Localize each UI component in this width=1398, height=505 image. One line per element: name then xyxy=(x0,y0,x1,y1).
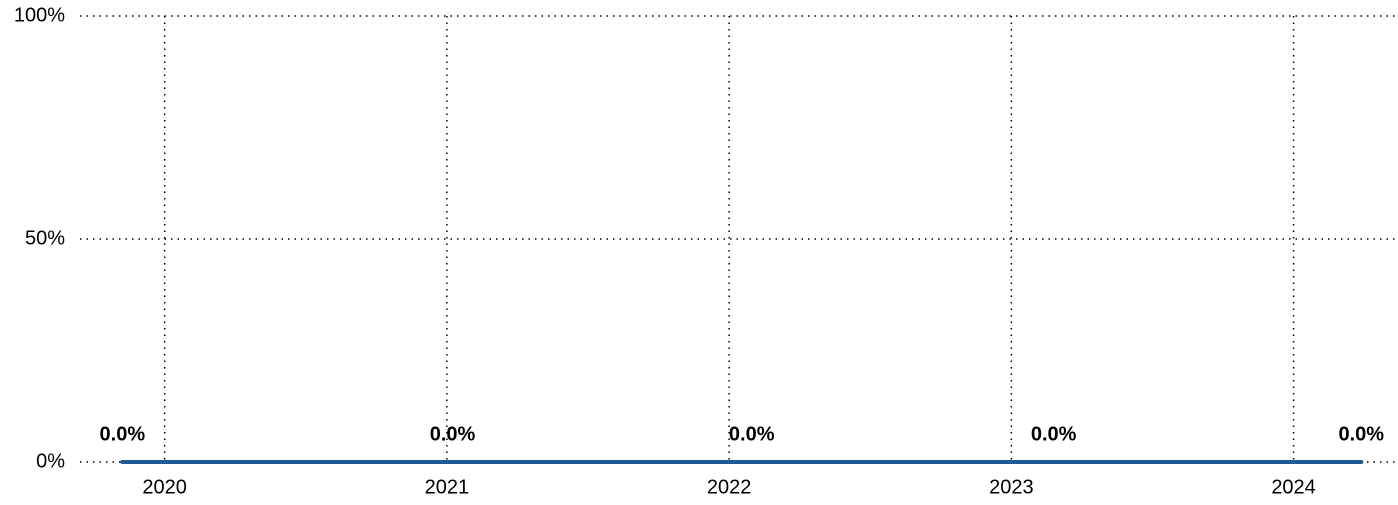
x-tick-label: 2024 xyxy=(1271,476,1316,498)
data-label: 0.0% xyxy=(430,423,476,445)
data-label: 0.0% xyxy=(1031,423,1077,445)
data-label: 0.0% xyxy=(1339,423,1385,445)
data-label: 0.0% xyxy=(729,423,775,445)
y-tick-label: 50% xyxy=(25,227,65,249)
x-tick-label: 2020 xyxy=(142,476,187,498)
y-tick-label: 0% xyxy=(36,450,65,472)
x-tick-label: 2023 xyxy=(989,476,1034,498)
y-tick-label: 100% xyxy=(14,4,65,26)
x-tick-label: 2022 xyxy=(707,476,752,498)
data-label: 0.0% xyxy=(100,423,146,445)
x-tick-label: 2021 xyxy=(425,476,470,498)
